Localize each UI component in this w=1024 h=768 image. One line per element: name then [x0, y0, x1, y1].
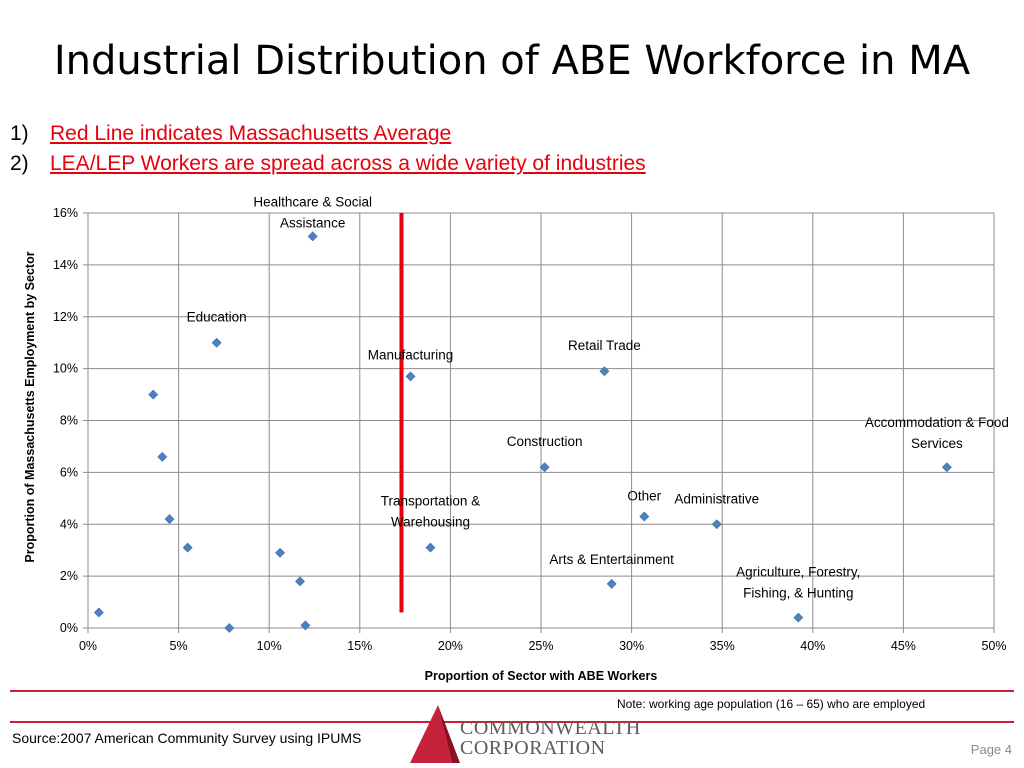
data-label: Transportation & Warehousing — [381, 494, 480, 530]
x-tick-label: 20% — [438, 639, 463, 653]
data-point — [405, 371, 416, 382]
bullet-number: 1) — [10, 122, 29, 145]
x-tick-label: 35% — [710, 639, 735, 653]
x-tick-label: 25% — [528, 639, 553, 653]
logo-line-2: CORPORATION — [460, 737, 606, 759]
data-label: Administrative — [674, 491, 759, 506]
data-label: Healthcare & Social Assistance — [253, 195, 372, 230]
logo-wordmark: COMMONWEALTH CORPORATION — [460, 718, 641, 758]
data-point — [307, 231, 318, 242]
scatter-chart: 0% 5% 10% 15% 20% 25% 30% 35% 40% 45% 50% 0% 2% 4% 6% 8… — [23, 195, 1009, 683]
bullet-list: 1) Red Line indicates Massachusetts Avera… — [10, 120, 646, 180]
chart-labels: Healthcare & Social Assistance Education Ma… — [187, 195, 1009, 601]
y-tick-label: 6% — [60, 465, 78, 479]
data-point — [639, 511, 650, 522]
x-tick-label: 30% — [619, 639, 644, 653]
x-tick-label: 40% — [800, 639, 825, 653]
data-label: Retail Trade — [568, 338, 641, 353]
x-axis-label: Proportion of Sector with ABE Workers — [425, 669, 658, 683]
x-tick-label: 15% — [347, 639, 372, 653]
source-text: Source:2007 American Community Survey us… — [12, 730, 362, 746]
data-point — [182, 542, 193, 553]
y-tick-label: 10% — [53, 362, 78, 376]
chart-points — [93, 231, 952, 633]
data-label: Manufacturing — [368, 347, 454, 362]
data-point — [606, 578, 617, 589]
data-point — [793, 612, 804, 623]
data-point — [295, 576, 305, 587]
y-tick-label: 2% — [60, 569, 78, 583]
y-tick-label: 14% — [53, 258, 78, 272]
data-point — [599, 366, 610, 377]
footer-rule-bottom — [10, 721, 1014, 723]
y-tick-label: 12% — [53, 310, 78, 324]
bullet-item: 2) LEA/LEP Workers are spread across a wi… — [10, 150, 646, 180]
page-number: Page 4 — [970, 742, 1012, 757]
data-point — [93, 607, 104, 618]
x-tick-label: 10% — [257, 639, 282, 653]
chart-grid — [87, 212, 995, 629]
data-point — [157, 451, 168, 462]
y-axis-label: Proportion of Massachusetts Employment b… — [23, 251, 37, 562]
data-label: Agriculture, Forestry, Fishing, & Hunting — [736, 565, 860, 601]
data-label: Education — [187, 310, 247, 325]
data-point — [425, 542, 436, 553]
x-tick-label: 50% — [981, 639, 1006, 653]
x-tick-label: 45% — [891, 639, 916, 653]
data-point — [148, 389, 159, 400]
data-point — [224, 623, 235, 633]
data-label: Arts & Entertainment — [549, 552, 674, 567]
data-point — [539, 462, 550, 473]
data-label: Accommodation & Food Services — [865, 415, 1009, 451]
data-point — [941, 462, 952, 473]
data-label: Other — [627, 488, 661, 503]
x-tick-label: 5% — [170, 639, 188, 653]
data-point — [300, 620, 311, 631]
chart-note: Note: working age population (16 – 65) w… — [617, 697, 926, 711]
data-point — [275, 547, 285, 558]
y-tick-label: 4% — [60, 517, 78, 531]
y-tick-label: 16% — [53, 206, 78, 220]
data-point — [711, 519, 722, 530]
bullet-text[interactable]: Red Line indicates Massachusetts Average — [50, 122, 452, 145]
commonwealth-logo-icon — [410, 705, 460, 763]
logo-line-1: COMMONWEALTH — [460, 717, 641, 739]
footer-rule-top — [10, 690, 1014, 692]
bullet-item: 1) Red Line indicates Massachusetts Avera… — [10, 120, 646, 150]
chart-ticks: 0% 5% 10% 15% 20% 25% 30% 35% 40% 45% 50% 0% 2% 4% 6% 8… — [53, 206, 1007, 653]
y-tick-label: 8% — [60, 414, 78, 428]
y-tick-label: 0% — [60, 621, 78, 635]
x-tick-label: 0% — [79, 639, 97, 653]
bullet-text[interactable]: LEA/LEP Workers are spread across a wide… — [50, 152, 646, 175]
data-point — [164, 514, 175, 524]
bullet-number: 2) — [10, 152, 29, 175]
data-point — [211, 337, 222, 348]
slide-title: Industrial Distribution of ABE Workforce… — [53, 38, 971, 84]
data-label: Construction — [507, 434, 583, 449]
